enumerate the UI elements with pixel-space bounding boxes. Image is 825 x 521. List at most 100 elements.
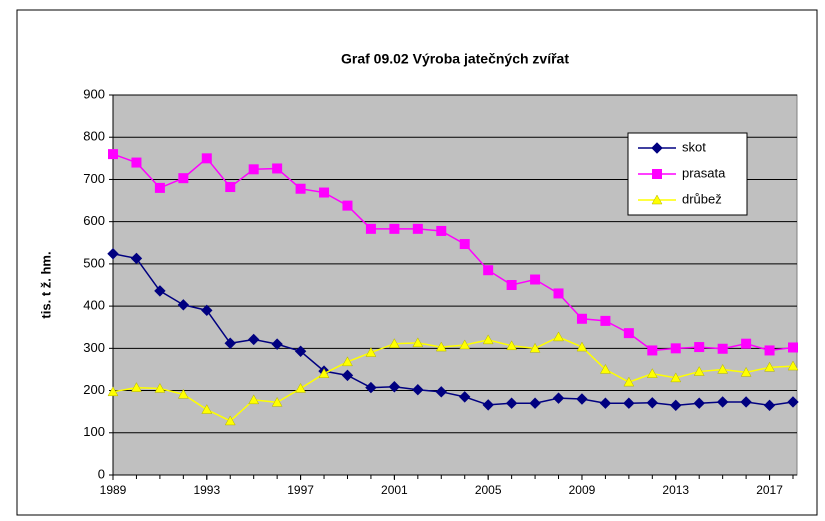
marker <box>389 223 400 234</box>
series-line <box>112 336 794 422</box>
marker <box>505 397 518 409</box>
marker <box>177 388 189 399</box>
marker <box>248 394 260 405</box>
marker <box>482 334 494 345</box>
y-tick-label: 500 <box>83 255 105 270</box>
marker <box>764 345 775 356</box>
marker <box>154 382 166 393</box>
marker <box>576 313 587 324</box>
x-tick-label: 2017 <box>756 483 783 497</box>
legend-marker <box>651 194 663 205</box>
marker <box>388 338 400 348</box>
legend-label: drůbež <box>682 191 722 206</box>
marker <box>294 345 307 357</box>
marker <box>459 339 471 350</box>
marker <box>670 372 682 383</box>
x-tick-label: 2013 <box>662 483 689 497</box>
marker <box>716 396 729 408</box>
x-tick-label: 1993 <box>193 483 220 497</box>
marker <box>506 280 517 290</box>
marker <box>341 369 354 382</box>
marker <box>787 360 799 371</box>
marker <box>224 337 236 349</box>
y-tick-label: 400 <box>83 298 105 313</box>
marker <box>108 149 118 160</box>
legend-marker <box>651 142 663 154</box>
marker <box>295 382 307 393</box>
marker <box>201 153 212 164</box>
marker <box>436 225 447 236</box>
marker <box>741 338 752 349</box>
marker <box>319 187 330 198</box>
marker <box>670 399 682 412</box>
marker <box>646 397 659 409</box>
marker <box>530 274 541 285</box>
marker <box>130 252 143 265</box>
legend-marker <box>652 169 662 179</box>
y-tick-label: 0 <box>98 466 105 481</box>
marker <box>412 337 424 348</box>
legend-label: skot <box>682 139 706 154</box>
chart-title: Graf 09.02 Výroba jatečných zvířat <box>341 51 569 67</box>
marker <box>647 345 658 356</box>
marker <box>740 366 752 377</box>
marker <box>247 333 260 346</box>
x-tick-label: 2001 <box>381 483 408 497</box>
marker <box>342 356 353 367</box>
y-tick-label: 200 <box>83 382 105 397</box>
marker <box>178 173 189 184</box>
marker <box>295 183 306 194</box>
marker <box>365 347 377 357</box>
marker <box>412 223 423 234</box>
y-axis-label: tis. t ž. hm. <box>38 251 53 318</box>
y-tick-label: 300 <box>83 340 105 355</box>
marker <box>271 338 283 350</box>
marker <box>459 239 470 250</box>
marker <box>599 363 611 374</box>
marker <box>107 248 119 260</box>
marker <box>412 384 424 396</box>
marker <box>529 397 541 409</box>
marker <box>435 386 447 398</box>
marker <box>623 376 635 387</box>
marker <box>435 341 447 352</box>
y-tick-label: 800 <box>83 129 105 144</box>
marker <box>623 397 635 409</box>
marker <box>693 397 705 409</box>
marker <box>787 396 799 408</box>
marker <box>694 342 705 353</box>
marker <box>365 381 377 394</box>
marker <box>740 396 752 408</box>
legend-label: prasata <box>682 165 726 180</box>
x-tick-label: 2009 <box>569 483 596 497</box>
marker <box>107 386 119 397</box>
marker <box>342 200 353 211</box>
marker <box>553 288 564 299</box>
marker <box>224 415 236 426</box>
marker <box>600 315 611 326</box>
marker <box>131 382 142 392</box>
y-tick-label: 100 <box>83 424 105 439</box>
marker <box>599 397 612 409</box>
marker <box>482 399 494 411</box>
marker <box>201 404 213 414</box>
marker <box>483 265 494 276</box>
x-tick-label: 1997 <box>287 483 314 497</box>
x-tick-label: 1989 <box>100 483 127 497</box>
marker <box>552 392 565 404</box>
marker <box>553 331 564 342</box>
marker <box>576 341 588 352</box>
marker <box>693 366 705 376</box>
marker <box>365 223 376 234</box>
marker <box>154 182 165 193</box>
marker <box>529 342 541 353</box>
marker <box>717 363 729 374</box>
y-tick-label: 600 <box>83 213 105 228</box>
y-tick-label: 700 <box>83 171 105 186</box>
marker <box>763 399 776 412</box>
marker <box>764 361 775 372</box>
marker <box>717 343 728 354</box>
y-tick-label: 900 <box>83 86 105 101</box>
marker <box>318 368 330 378</box>
